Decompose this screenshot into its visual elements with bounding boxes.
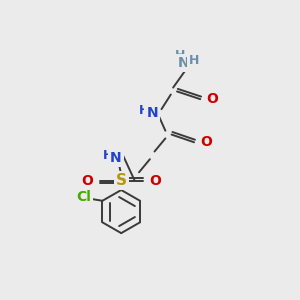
Text: H: H — [139, 104, 150, 117]
Text: N: N — [177, 56, 189, 70]
Text: S: S — [116, 173, 127, 188]
Text: H: H — [103, 149, 113, 162]
Text: N: N — [146, 106, 158, 120]
Text: H: H — [175, 49, 185, 62]
Text: O: O — [81, 174, 93, 188]
Text: O: O — [200, 135, 212, 149]
Text: O: O — [149, 174, 161, 188]
Text: N: N — [110, 151, 122, 165]
Text: Cl: Cl — [76, 190, 91, 204]
Text: H: H — [189, 54, 199, 67]
Text: O: O — [207, 92, 219, 106]
